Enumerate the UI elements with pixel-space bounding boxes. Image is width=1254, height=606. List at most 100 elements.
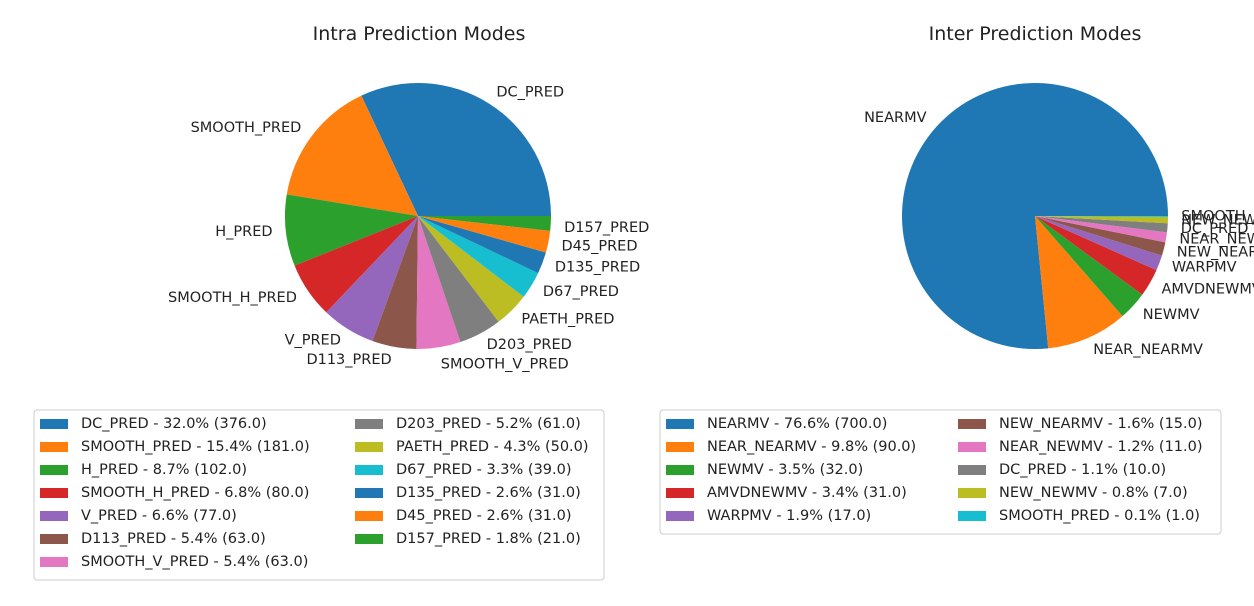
pie-slice-warpmv: [1035, 216, 1162, 271]
pie-slice-d45-pred: [418, 216, 551, 253]
pie-label: NEW_NEARMV: [1177, 244, 1254, 260]
legend-swatch: [40, 465, 68, 475]
pie-slice-smooth-pred: [1035, 216, 1169, 217]
legend-swatch: [355, 419, 383, 429]
legend-label: D67_PRED - 3.3% (39.0): [396, 462, 572, 478]
legend-swatch: [958, 488, 986, 498]
pie-slice-d67-pred: [418, 216, 539, 297]
intra-legend: DC_PRED - 32.0% (376.0) SMOOTH_PRED - 15.…: [33, 409, 605, 581]
legend-swatch: [958, 511, 986, 521]
legend-swatch: [355, 465, 383, 475]
legend-swatch: [958, 419, 986, 429]
pie-slice-dc-pred: [361, 83, 551, 216]
inter-chart-title: Inter Prediction Modes: [929, 23, 1142, 45]
legend-swatch: [666, 419, 694, 429]
legend-swatch: [40, 442, 68, 452]
pie-slice-amvdnewmv: [1035, 216, 1157, 295]
pie-label: D45_PRED: [562, 238, 638, 254]
inter-legend: NEARMV - 76.6% (700.0) NEAR_NEARMV - 9.8%…: [659, 409, 1222, 535]
pie-slice-near-nearmv: [1035, 216, 1123, 349]
legend-label: DC_PRED - 1.1% (10.0): [999, 462, 1166, 478]
legend-label: SMOOTH_V_PRED - 5.4% (63.0): [81, 554, 308, 570]
pie-label: H_PRED: [215, 224, 272, 240]
legend-swatch: [40, 534, 68, 544]
legend-label: WARPMV - 1.9% (17.0): [707, 508, 871, 524]
pie-label: D135_PRED: [555, 260, 640, 276]
legend-swatch: [355, 511, 383, 521]
legend-swatch: [958, 465, 986, 475]
pie-slice-nearmv: [902, 83, 1168, 350]
intra-pie-labels: DC_PRED SMOOTH_PRED H_PRED SMOOTH_H_PRED V_P…: [168, 85, 649, 373]
pie-slice-dc-pred: [1035, 216, 1168, 233]
pie-slice-paeth-pred: [418, 216, 524, 322]
legend-swatch: [40, 511, 68, 521]
legend-label: SMOOTH_PRED - 15.4% (181.0): [81, 439, 310, 455]
legend-label: AMVDNEWMV - 3.4% (31.0): [707, 485, 907, 501]
legend-swatch: [666, 442, 694, 452]
pie-label: DC_PRED: [1181, 221, 1249, 237]
legend-label: NEAR_NEARMV - 9.8% (90.0): [707, 439, 916, 455]
pie-slice-d113-pred: [372, 216, 418, 349]
legend-swatch: [666, 488, 694, 498]
pie-slice-h-pred: [284, 194, 418, 266]
pie-label: SMOOTH_PRED: [1181, 209, 1254, 225]
legend-swatch: [355, 488, 383, 498]
legend-swatch: [355, 442, 383, 452]
legend-label: H_PRED - 8.7% (102.0): [81, 462, 247, 478]
pie-label: NEWMV: [1143, 307, 1200, 323]
pie-slice-smooth-pred: [286, 95, 418, 216]
legend-label: NEAR_NEWMV - 1.2% (11.0): [999, 439, 1203, 455]
intra-pie-slices: [284, 83, 551, 349]
legend-swatch: [666, 465, 694, 475]
pie-label: NEAR_NEWMV: [1179, 232, 1254, 248]
pie-slice-d203-pred: [418, 216, 499, 343]
inter-pie-slices: [902, 83, 1169, 350]
legend-label: NEARMV - 76.6% (700.0): [707, 416, 887, 432]
legend-swatch: [40, 488, 68, 498]
legend-label: D203_PRED - 5.2% (61.0): [396, 416, 581, 432]
intra-pie-chart: Intra Prediction Modes DC_PRED SMOOTH_PRE…: [33, 23, 649, 581]
pie-slice-new-newmv: [1035, 216, 1168, 224]
legend-label: D157_PRED - 1.8% (21.0): [396, 531, 581, 547]
legend-label: SMOOTH_H_PRED - 6.8% (80.0): [81, 485, 309, 501]
legend-label: NEW_NEARMV - 1.6% (15.0): [999, 416, 1203, 432]
pie-label: DC_PRED: [496, 85, 564, 101]
pie-label: SMOOTH_V_PRED: [441, 357, 569, 373]
pie-label: NEAR_NEARMV: [1093, 342, 1203, 358]
inter-legend-frame: [659, 409, 1222, 535]
legend-label: PAETH_PRED - 4.3% (50.0): [396, 439, 589, 455]
pie-label: D203_PRED: [487, 337, 572, 353]
legend-label: D113_PRED - 5.4% (63.0): [81, 531, 266, 547]
pie-slice-smooth-v-pred: [416, 216, 461, 349]
intra-chart-title: Intra Prediction Modes: [313, 23, 526, 45]
inter-pie-labels: NEARMVNEAR_NEARMVNEWMVAMVDNEWMVWARPMVNEW…: [864, 110, 1254, 358]
legend-swatch: [666, 511, 694, 521]
legend-label: SMOOTH_PRED - 0.1% (1.0): [999, 508, 1200, 524]
inter-pie-chart: Inter Prediction Modes NEARMV NEAR_NEARMV…: [659, 23, 1254, 535]
pie-slice-new-nearmv: [1035, 216, 1166, 256]
pie-slice-v-pred: [326, 216, 418, 341]
pie-slice-d135-pred: [418, 216, 546, 274]
pie-slice-newmv: [1035, 216, 1143, 317]
pie-label: SMOOTH_PRED: [191, 120, 302, 136]
pie-label: D113_PRED: [306, 352, 391, 368]
pie-label: WARPMV: [1172, 260, 1237, 276]
legend-label: D45_PRED - 2.6% (31.0): [396, 508, 572, 524]
legend-label: NEW_NEWMV - 0.8% (7.0): [999, 485, 1188, 501]
intra-legend-frame: [33, 409, 605, 581]
pie-slice-near-newmv: [1035, 216, 1167, 243]
pie-label: AMVDNEWMV: [1162, 281, 1254, 297]
pie-label: NEW_NEWMV: [1181, 213, 1254, 229]
legend-swatch: [40, 557, 68, 567]
pie-label: NEARMV: [864, 110, 927, 126]
pie-label: D157_PRED: [564, 220, 649, 236]
legend-label: D135_PRED - 2.6% (31.0): [396, 485, 581, 501]
legend-swatch: [40, 419, 68, 429]
pie-label: SMOOTH_H_PRED: [168, 290, 297, 306]
legend-label: DC_PRED - 32.0% (376.0): [81, 416, 267, 432]
pie-label: D67_PRED: [543, 284, 619, 300]
pie-label: V_PRED: [285, 332, 341, 348]
pie-slice-smooth-h-pred: [294, 216, 418, 313]
legend-label: NEWMV - 3.5% (32.0): [707, 462, 863, 478]
